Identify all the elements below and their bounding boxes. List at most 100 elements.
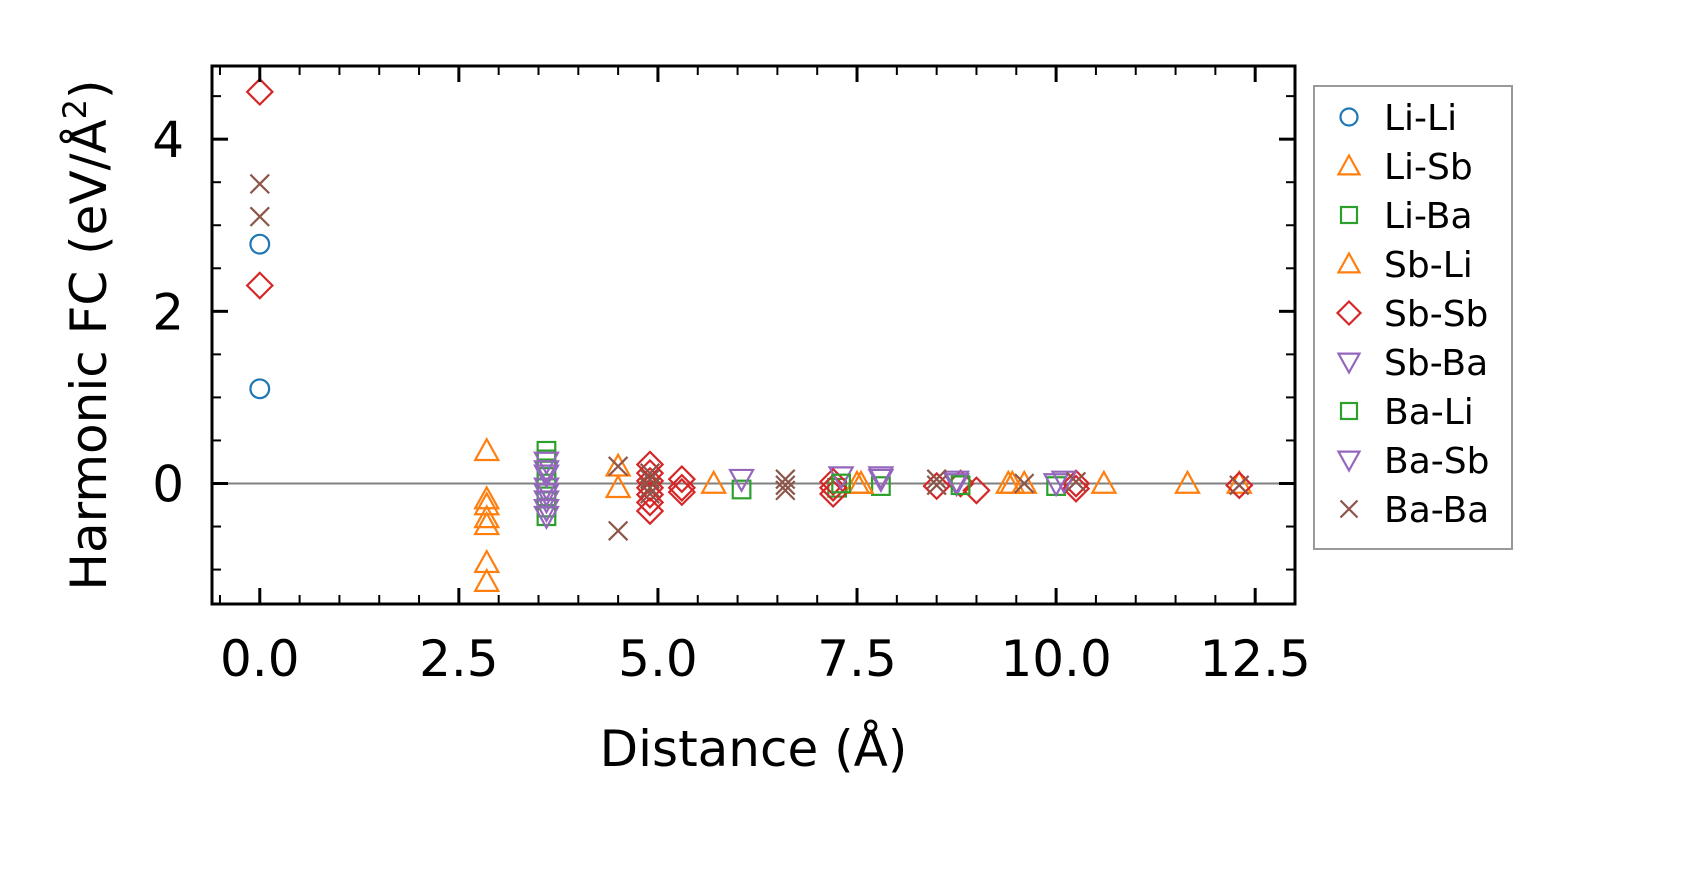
x-tick-label: 2.5 xyxy=(419,630,499,688)
legend-marker xyxy=(1336,352,1362,375)
legend-label: Ba-Ba xyxy=(1384,490,1489,531)
legend-marker xyxy=(1335,299,1363,327)
data-point-li-sb xyxy=(473,504,501,529)
data-point-sb-sb xyxy=(962,476,991,505)
data-point-sb-ba xyxy=(533,451,560,476)
y-axis-label-close: ) xyxy=(60,79,118,99)
legend-marker xyxy=(1339,205,1359,225)
data-point-sb-sb xyxy=(635,473,665,502)
x-axis-label: Distance (Å) xyxy=(600,720,908,778)
legend-marker xyxy=(1339,499,1359,519)
legend-label: Sb-Li xyxy=(1384,245,1473,286)
legend-label: Ba-Sb xyxy=(1384,441,1489,482)
data-point-li-sb xyxy=(473,436,501,462)
legend-entry: Ba-Li xyxy=(1339,392,1474,433)
data-point-li-sb xyxy=(1090,469,1118,494)
data-point-sb-sb xyxy=(635,480,665,509)
data-point-sb-ba xyxy=(867,466,895,491)
data-point-sb-sb xyxy=(245,77,274,107)
y-axis-label-main: Harmonic FC (eV/Å xyxy=(60,119,118,590)
x-tick-label: 12.5 xyxy=(1200,630,1311,688)
y-tick-label: 2 xyxy=(152,283,184,341)
data-point-sb-sb xyxy=(635,450,665,479)
data-point-sb-sb xyxy=(1225,471,1254,500)
data-point-ba-sb xyxy=(1050,470,1078,495)
legend-marker xyxy=(1339,401,1359,421)
data-points-layer xyxy=(245,77,1254,592)
data-point-ba-sb xyxy=(533,460,560,485)
data-point-sb-ba xyxy=(533,490,560,515)
data-point-li-sb xyxy=(604,473,632,499)
series-ba-ba xyxy=(249,173,1250,541)
y-tick-label: 0 xyxy=(152,455,184,513)
data-point-ba-sb xyxy=(867,468,895,493)
series-sb-li xyxy=(847,469,1253,494)
data-point-sb-ba xyxy=(827,466,855,491)
legend-label: Li-Sb xyxy=(1384,147,1473,188)
legend-entry: Sb-Li xyxy=(1336,245,1473,286)
data-point-ba-ba xyxy=(639,477,661,498)
legend-label: Li-Ba xyxy=(1384,196,1473,237)
x-tick-label: 5.0 xyxy=(618,630,698,688)
data-point-sb-sb xyxy=(635,458,665,488)
data-point-sb-sb xyxy=(818,467,848,496)
legend-entry: Ba-Sb xyxy=(1336,441,1489,482)
legend-entry: Li-Ba xyxy=(1339,196,1473,237)
data-point-li-sb xyxy=(1174,469,1201,494)
legend-label: Sb-Ba xyxy=(1384,343,1488,384)
y-axis-label-superscript: 2 xyxy=(56,99,94,119)
legend-marker xyxy=(1336,450,1362,473)
data-point-sb-li xyxy=(1225,469,1253,494)
x-tick-label: 0.0 xyxy=(220,630,300,688)
data-point-sb-ba xyxy=(1042,473,1070,498)
data-point-sb-sb xyxy=(667,473,697,502)
data-point-li-ba xyxy=(731,479,752,500)
legend-entry: Sb-Ba xyxy=(1336,343,1488,384)
data-point-sb-sb xyxy=(818,473,848,502)
data-point-ba-ba xyxy=(1065,471,1087,492)
data-point-ba-ba xyxy=(1014,473,1035,494)
y-tick-label: 4 xyxy=(152,111,184,169)
data-point-ba-ba xyxy=(249,173,270,195)
data-point-ba-sb xyxy=(943,470,970,495)
data-point-li-li xyxy=(249,233,271,255)
data-point-ba-ba xyxy=(607,520,629,541)
legend-entry: Li-Sb xyxy=(1336,147,1473,188)
data-point-sb-li xyxy=(998,469,1026,494)
data-point-ba-ba xyxy=(775,475,796,496)
data-point-ba-ba xyxy=(639,483,661,504)
legend-marker xyxy=(1336,251,1362,274)
data-point-ba-ba xyxy=(249,206,270,227)
legend-label: Sb-Sb xyxy=(1384,294,1488,335)
data-point-sb-ba xyxy=(533,477,560,502)
data-point-ba-li xyxy=(831,473,851,494)
data-point-sb-sb xyxy=(818,479,848,509)
data-point-sb-li xyxy=(847,469,875,494)
data-point-sb-sb xyxy=(922,471,951,501)
x-tick-label: 7.5 xyxy=(817,630,897,688)
data-point-sb-sb xyxy=(667,477,697,507)
data-point-sb-sb xyxy=(635,488,665,517)
legend-entry: Sb-Sb xyxy=(1335,294,1488,335)
data-point-ba-ba xyxy=(607,456,629,477)
legend-entry: Ba-Ba xyxy=(1339,490,1489,531)
series-li-li xyxy=(249,233,271,400)
data-point-ba-ba xyxy=(639,463,661,484)
x-tick-label: 10.0 xyxy=(1000,630,1111,688)
data-point-ba-sb xyxy=(533,483,560,508)
data-point-sb-ba xyxy=(728,468,755,493)
data-point-sb-ba xyxy=(533,498,560,524)
data-point-sb-sb xyxy=(245,271,274,300)
data-point-ba-ba xyxy=(926,475,947,496)
data-point-li-sb xyxy=(473,567,501,592)
series-ba-sb xyxy=(533,460,1078,508)
y-axis-label: Harmonic FC (eV/Å2) xyxy=(56,79,118,590)
data-point-li-sb xyxy=(700,469,728,494)
data-point-sb-sb xyxy=(1061,469,1091,498)
axis-ticks-layer: 0.0 2.5 5.0 7.5 10.0 12.5 0 2 4 xyxy=(152,66,1311,688)
legend-label: Ba-Li xyxy=(1384,392,1474,433)
plot-frame xyxy=(210,64,1297,606)
data-point-ba-ba xyxy=(639,469,661,490)
data-point-sb-sb xyxy=(667,464,697,494)
